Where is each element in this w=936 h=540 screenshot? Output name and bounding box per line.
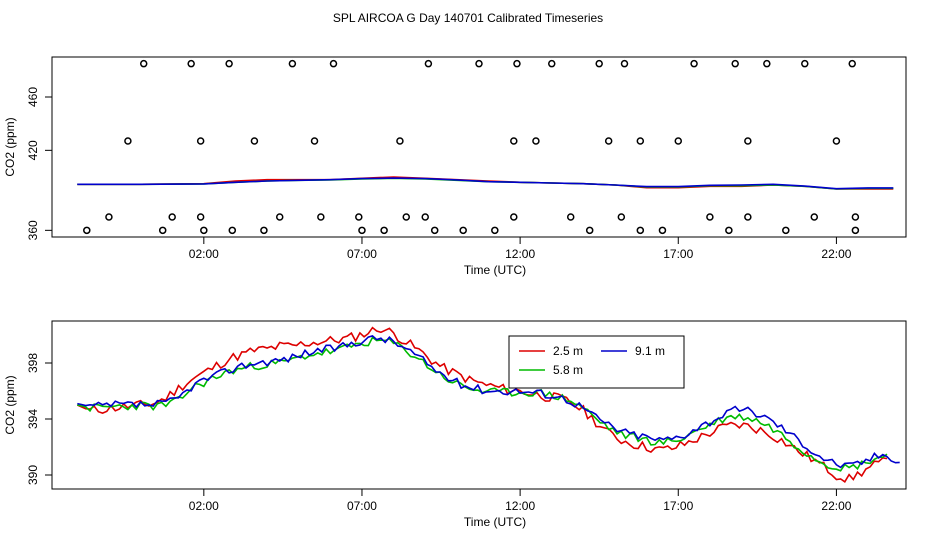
y-tick-label: 394 — [26, 409, 40, 429]
x-tick-label: 22:00 — [821, 499, 851, 513]
y-axis-label: CO2 (ppm) — [3, 117, 17, 176]
chart-title: SPL AIRCOA G Day 140701 Calibrated Times… — [333, 11, 603, 25]
x-tick-label: 07:00 — [347, 247, 377, 261]
x-tick-label: 12:00 — [505, 499, 535, 513]
data-point — [744, 137, 752, 145]
legend-label: 5.8 m — [553, 363, 583, 377]
data-point — [310, 137, 319, 145]
data-point — [595, 59, 603, 68]
x-axis-label: Time (UTC) — [464, 263, 526, 277]
data-point — [848, 59, 856, 68]
data-point — [228, 226, 237, 235]
data-point — [491, 226, 499, 235]
data-point — [358, 226, 366, 235]
data-point — [810, 213, 819, 221]
data-point — [200, 226, 208, 235]
series-line — [77, 176, 894, 190]
data-point — [288, 59, 297, 68]
data-point — [250, 137, 259, 145]
data-point — [475, 59, 483, 68]
y-tick-label: 398 — [26, 353, 40, 373]
data-point — [782, 226, 790, 235]
data-point — [620, 59, 629, 68]
data-point — [674, 137, 683, 145]
data-point — [355, 213, 363, 221]
legend-label: 9.1 m — [635, 344, 665, 358]
data-point — [260, 226, 268, 235]
data-point — [617, 213, 626, 221]
y-tick-label: 460 — [26, 87, 40, 107]
x-tick-label: 12:00 — [505, 247, 535, 261]
data-point — [196, 137, 205, 145]
scatter-panel: 02:00 07:00 12:00 17:00 22:00 Time (UTC) 360 42… — [3, 56, 907, 277]
data-point — [725, 226, 733, 235]
data-point — [604, 137, 613, 145]
y-tick-label: 420 — [26, 140, 40, 160]
data-point — [396, 137, 404, 145]
data-point — [158, 226, 167, 235]
data-point — [168, 213, 176, 221]
data-point — [585, 226, 594, 235]
data-point — [801, 59, 809, 68]
data-point — [513, 59, 521, 68]
data-point — [744, 213, 752, 221]
x-axis-label: Time (UTC) — [464, 515, 526, 529]
data-point — [380, 226, 388, 235]
data-point — [636, 226, 645, 235]
data-point — [139, 59, 148, 68]
data-point — [636, 137, 645, 145]
x-tick-label: 02:00 — [189, 247, 219, 261]
y-tick-label: 390 — [26, 465, 40, 485]
plot-frame — [51, 320, 907, 490]
data-point — [763, 59, 771, 68]
data-point — [690, 59, 698, 68]
x-tick-label: 22:00 — [821, 247, 851, 261]
x-tick-label: 17:00 — [663, 499, 693, 513]
data-point — [402, 213, 411, 221]
data-point — [459, 226, 467, 235]
data-point — [658, 226, 667, 235]
series-line — [77, 336, 888, 472]
y-axis-label: CO2 (ppm) — [3, 375, 17, 434]
series-line — [77, 177, 894, 190]
x-tick-label: 02:00 — [189, 499, 219, 513]
x-tick-label: 17:00 — [663, 247, 693, 261]
data-point — [851, 226, 860, 235]
data-point — [547, 59, 556, 68]
data-point — [706, 213, 714, 221]
data-point — [124, 137, 132, 145]
series-line — [77, 335, 900, 469]
series-line — [76, 326, 888, 483]
data-point — [566, 213, 575, 221]
legend-box — [508, 335, 685, 389]
data-point — [317, 213, 325, 221]
data-point — [510, 213, 518, 221]
data-point — [421, 213, 429, 221]
line-panel: 02:00 07:00 12:00 17:00 22:00 Time (UTC) 390 39… — [3, 320, 907, 529]
y-tick-label: 360 — [26, 220, 40, 240]
data-point — [187, 59, 195, 68]
data-point — [329, 59, 338, 68]
data-point — [83, 226, 91, 235]
legend-label: 2.5 m — [553, 344, 583, 358]
x-tick-label: 07:00 — [347, 499, 377, 513]
data-point — [275, 213, 284, 221]
data-point — [225, 59, 233, 68]
data-point — [532, 137, 540, 145]
data-point — [851, 213, 860, 221]
data-point — [731, 59, 739, 68]
data-point — [430, 226, 439, 235]
data-point — [510, 137, 518, 145]
data-point — [832, 137, 841, 145]
data-point — [105, 213, 113, 221]
data-point — [424, 59, 433, 68]
data-point — [196, 213, 205, 221]
plot-frame — [51, 56, 907, 238]
